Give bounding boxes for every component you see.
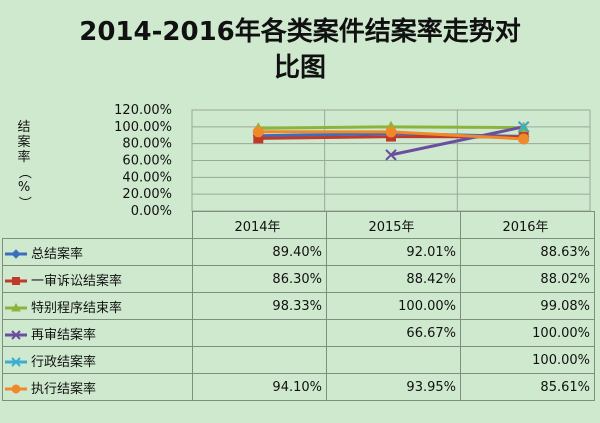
data-label: 92.01% [326, 238, 461, 266]
data-point [385, 149, 397, 161]
data-label: 85.61% [460, 373, 595, 401]
legend-marker [5, 277, 27, 285]
y-tick-label: 120.00% [114, 103, 172, 118]
data-label: 89.40% [192, 238, 327, 266]
data-point [518, 133, 530, 145]
chart-title-line-2: 比图 [273, 53, 326, 83]
data-label: 94.10% [192, 373, 327, 401]
data-point [12, 277, 20, 285]
legend-label: 特别程序结束率 [31, 300, 123, 316]
y-tick-label: 100.00% [114, 120, 172, 135]
data-label: 93.95% [326, 373, 461, 401]
table-header-row: 2014年 2015年 2016年 [2, 211, 595, 239]
data-point [11, 330, 21, 340]
y-tick-label: 80.00% [122, 137, 172, 152]
table-row: 总结案率 89.40% 92.01% 88.63% [2, 238, 595, 266]
table-row: 一审诉讼结案率 86.30% 88.42% 88.02% [2, 265, 595, 293]
table-corner [2, 211, 193, 239]
legend-marker [5, 357, 27, 367]
table-row: 执行结案率 94.10% 93.95% 85.61% [2, 373, 595, 401]
x-tick-label: 2016年 [460, 211, 595, 239]
data-label: 100.00% [326, 292, 461, 320]
y-axis-label-char: 案 [17, 135, 31, 150]
legend-entry: 行政结案率 [2, 346, 193, 374]
legend-label: 行政结案率 [31, 354, 97, 370]
legend-label: 总结案率 [31, 246, 84, 262]
data-point [11, 302, 21, 312]
data-label: 100.00% [460, 346, 595, 374]
legend-entry: 总结案率 [2, 238, 193, 266]
data-label: 88.63% [460, 238, 595, 266]
data-label: 66.67% [326, 319, 461, 347]
legend-entry: 执行结案率 [2, 373, 193, 401]
data-point [252, 126, 264, 138]
legend-marker [5, 249, 27, 259]
data-label: 88.42% [326, 265, 461, 293]
y-tick-label: 20.00% [122, 187, 172, 202]
data-label [326, 346, 461, 374]
data-label: 86.30% [192, 265, 327, 293]
legend-marker [5, 330, 27, 340]
data-label [192, 319, 327, 347]
data-table: 2014年 2015年 2016年 总结案率 89.40% 92.01% 88.63% 一审诉… [2, 211, 595, 401]
legend-label: 执行结案率 [31, 381, 97, 397]
x-tick-label: 2015年 [326, 211, 461, 239]
data-point [11, 249, 21, 259]
data-point [385, 126, 397, 138]
table-row: 特别程序结束率 98.33% 100.00% 99.08% [2, 292, 595, 320]
data-label [192, 346, 327, 374]
data-point [11, 357, 21, 367]
data-label: 88.02% [460, 265, 595, 293]
chart-title-line-1: 2014-2016年各类案件结案率走势对 [79, 17, 521, 47]
data-point [517, 121, 530, 133]
table-row: 再审结案率 66.67% 100.00% [2, 319, 595, 347]
x-tick-label: 2014年 [192, 211, 327, 239]
y-axis-label: 结案率（%） [14, 120, 34, 210]
table-row: 行政结案率 100.00% [2, 346, 595, 374]
legend-label: 一审诉讼结案率 [31, 273, 123, 289]
legend-entry: 再审结案率 [2, 319, 193, 347]
data-label: 100.00% [460, 319, 595, 347]
y-tick-label: 60.00% [122, 154, 172, 169]
data-label: 99.08% [460, 292, 595, 320]
y-axis-label-char: % [17, 180, 31, 195]
data-point [11, 384, 21, 394]
legend-entry: 一审诉讼结案率 [2, 265, 193, 293]
legend-entry: 特别程序结束率 [2, 292, 193, 320]
y-axis-label-char: 结 [17, 120, 31, 135]
legend-marker [5, 302, 27, 312]
legend-marker [5, 384, 27, 394]
data-label: 98.33% [192, 292, 327, 320]
chart-title: 2014-2016年各类案件结案率走势对 比图 [0, 14, 600, 86]
y-axis-label-char: 率 [17, 150, 31, 165]
legend-label: 再审结案率 [31, 327, 97, 343]
series-line [390, 125, 524, 157]
y-tick-label: 40.00% [122, 170, 172, 185]
